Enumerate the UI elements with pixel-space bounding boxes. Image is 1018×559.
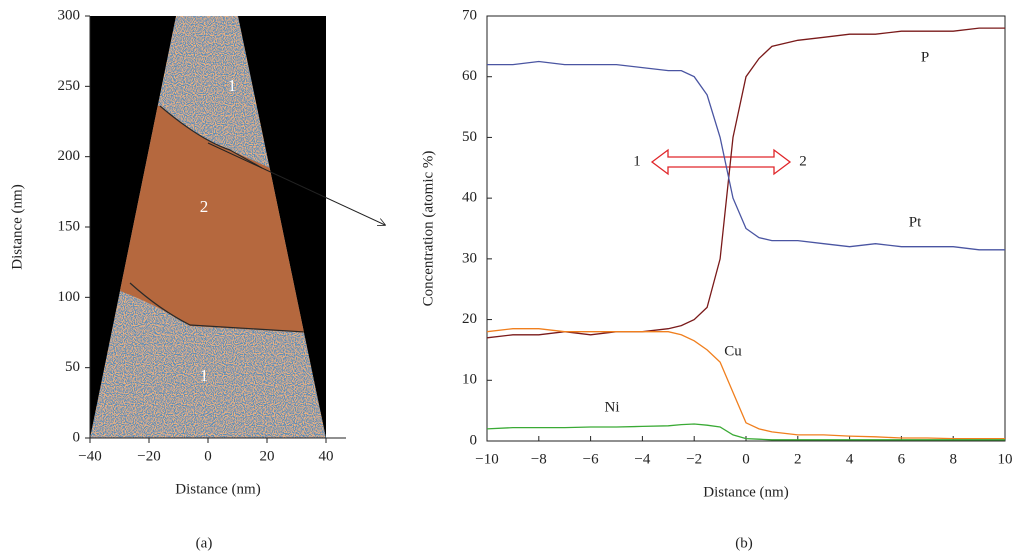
- region-2: [90, 100, 326, 334]
- x-tick-label: −10: [475, 451, 498, 467]
- x-tick-label: 40: [319, 448, 334, 464]
- annotation: 1: [633, 153, 641, 169]
- x-tick-label: −2: [686, 451, 702, 467]
- y-tick-label: 100: [58, 289, 81, 305]
- y-tick-label: 150: [58, 218, 81, 234]
- x-tick-label: 0: [204, 448, 212, 464]
- y-tick-label: 250: [58, 78, 81, 94]
- x-tick-label: −20: [137, 448, 160, 464]
- interface: [129, 282, 323, 334]
- series-line: [487, 60, 1005, 251]
- x-tick-label: 20: [260, 448, 275, 464]
- series-label: P: [921, 49, 929, 65]
- x-tick-label: 0: [742, 451, 750, 467]
- x-tick-label: 8: [949, 451, 957, 467]
- caption: (a): [196, 535, 213, 551]
- x-tick-label: 4: [846, 451, 854, 467]
- y-tick-label: 50: [462, 129, 477, 145]
- y-tick-label: 50: [65, 359, 80, 375]
- double-arrow: [650, 148, 792, 176]
- y-axis-label: Concentration (atomic %): [420, 151, 436, 307]
- x-tick-label: −8: [531, 451, 547, 467]
- y-tick-label: 60: [462, 68, 477, 84]
- series-line: [486, 423, 1005, 441]
- interface: [159, 105, 263, 169]
- y-tick-label: 40: [462, 190, 477, 206]
- region-label: 1: [228, 76, 237, 95]
- y-tick-label: 200: [58, 148, 81, 164]
- x-axis-label: Distance (nm): [703, 484, 788, 500]
- y-tick-label: 10: [462, 372, 477, 388]
- x-tick-label: −40: [78, 448, 101, 464]
- y-tick-label: 20: [462, 311, 477, 327]
- series-label: Pt: [909, 214, 922, 230]
- x-tick-label: −6: [583, 451, 599, 467]
- region-label: 1: [200, 366, 209, 385]
- y-tick-label: 0: [470, 432, 478, 448]
- annotation: 2: [799, 153, 807, 169]
- series-label: Cu: [724, 343, 742, 359]
- series-label: Ni: [605, 399, 620, 415]
- y-tick-label: 30: [462, 250, 477, 266]
- x-tick-label: 10: [998, 451, 1013, 467]
- y-tick-label: 70: [462, 7, 477, 23]
- series-line: [486, 328, 1005, 440]
- callout-arrow: [207, 142, 385, 225]
- caption: (b): [735, 535, 753, 551]
- x-tick-label: 6: [898, 451, 906, 467]
- series-line: [486, 27, 1005, 339]
- x-tick-label: 2: [794, 451, 802, 467]
- y-axis-label: Distance (nm): [9, 184, 25, 269]
- x-tick-label: −4: [634, 451, 650, 467]
- y-tick-label: 0: [73, 429, 81, 445]
- y-tick-label: 300: [58, 7, 81, 23]
- region-label: 2: [200, 197, 209, 216]
- x-axis-label: Distance (nm): [175, 481, 260, 497]
